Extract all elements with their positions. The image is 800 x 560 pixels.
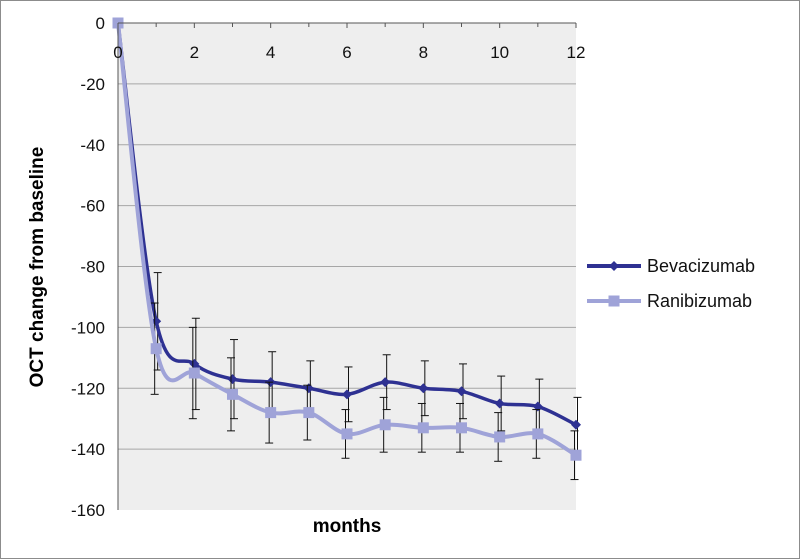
series-layer (112, 17, 582, 481)
y-tick-label: -100 (71, 318, 105, 337)
y-axis-title: OCT change from baseline (27, 147, 48, 388)
y-tick-label: -120 (71, 379, 105, 398)
data-point (456, 422, 467, 434)
data-point (189, 358, 200, 369)
data-point (227, 388, 238, 400)
legend-item-ranibizumab: Ranibizumab (587, 291, 752, 311)
y-tick-label: -80 (80, 258, 105, 277)
y-tick-label: -160 (71, 501, 105, 520)
legend-label: Bevacizumab (647, 256, 755, 276)
data-point (303, 407, 315, 419)
y-tick-label: -40 (80, 136, 105, 155)
data-point (227, 374, 238, 385)
data-point (188, 367, 200, 379)
data-point (532, 428, 544, 440)
series-line (116, 22, 577, 427)
data-point (150, 343, 162, 355)
data-point (532, 401, 543, 412)
data-point (342, 389, 352, 400)
y-tick-label: -20 (80, 75, 105, 94)
x-axis-title: months (313, 516, 382, 537)
legend-item-bevacizumab: Bevacizumab (587, 256, 755, 276)
data-point (265, 407, 277, 419)
x-tick-label: 4 (266, 43, 275, 62)
data-point (341, 428, 353, 440)
legend-label: Ranibizumab (647, 291, 752, 311)
data-point (379, 419, 391, 431)
legend: Bevacizumab Ranibizumab (587, 256, 755, 311)
series-bevacizumab (113, 18, 582, 453)
x-tick-label: 8 (419, 43, 428, 62)
gridlines (118, 83, 576, 450)
data-point (303, 383, 314, 394)
data-point (418, 383, 429, 394)
x-tick-label: 10 (490, 43, 509, 62)
data-point (494, 398, 505, 409)
y-tick-labels: 0 -20 -40 -60 -80 -100 -120 -140 -160 (71, 14, 105, 520)
data-point (380, 377, 391, 388)
data-point (494, 431, 506, 443)
y-tick-label: -140 (71, 440, 105, 459)
x-tick-label: 2 (190, 43, 199, 62)
x-axis: 0 2 4 6 8 10 12 (113, 22, 586, 62)
series-ranibizumab (112, 17, 582, 481)
x-tick-label: 0 (113, 43, 122, 62)
x-tick-label: 12 (567, 43, 586, 62)
x-tick-label: 6 (342, 43, 351, 62)
data-point (570, 449, 582, 461)
legend-marker (608, 295, 620, 307)
data-point (571, 419, 581, 430)
data-point (456, 386, 467, 397)
data-point (417, 422, 429, 434)
y-tick-label: 0 (96, 14, 105, 33)
y-tick-label: -60 (80, 197, 105, 216)
legend-marker (609, 261, 619, 271)
